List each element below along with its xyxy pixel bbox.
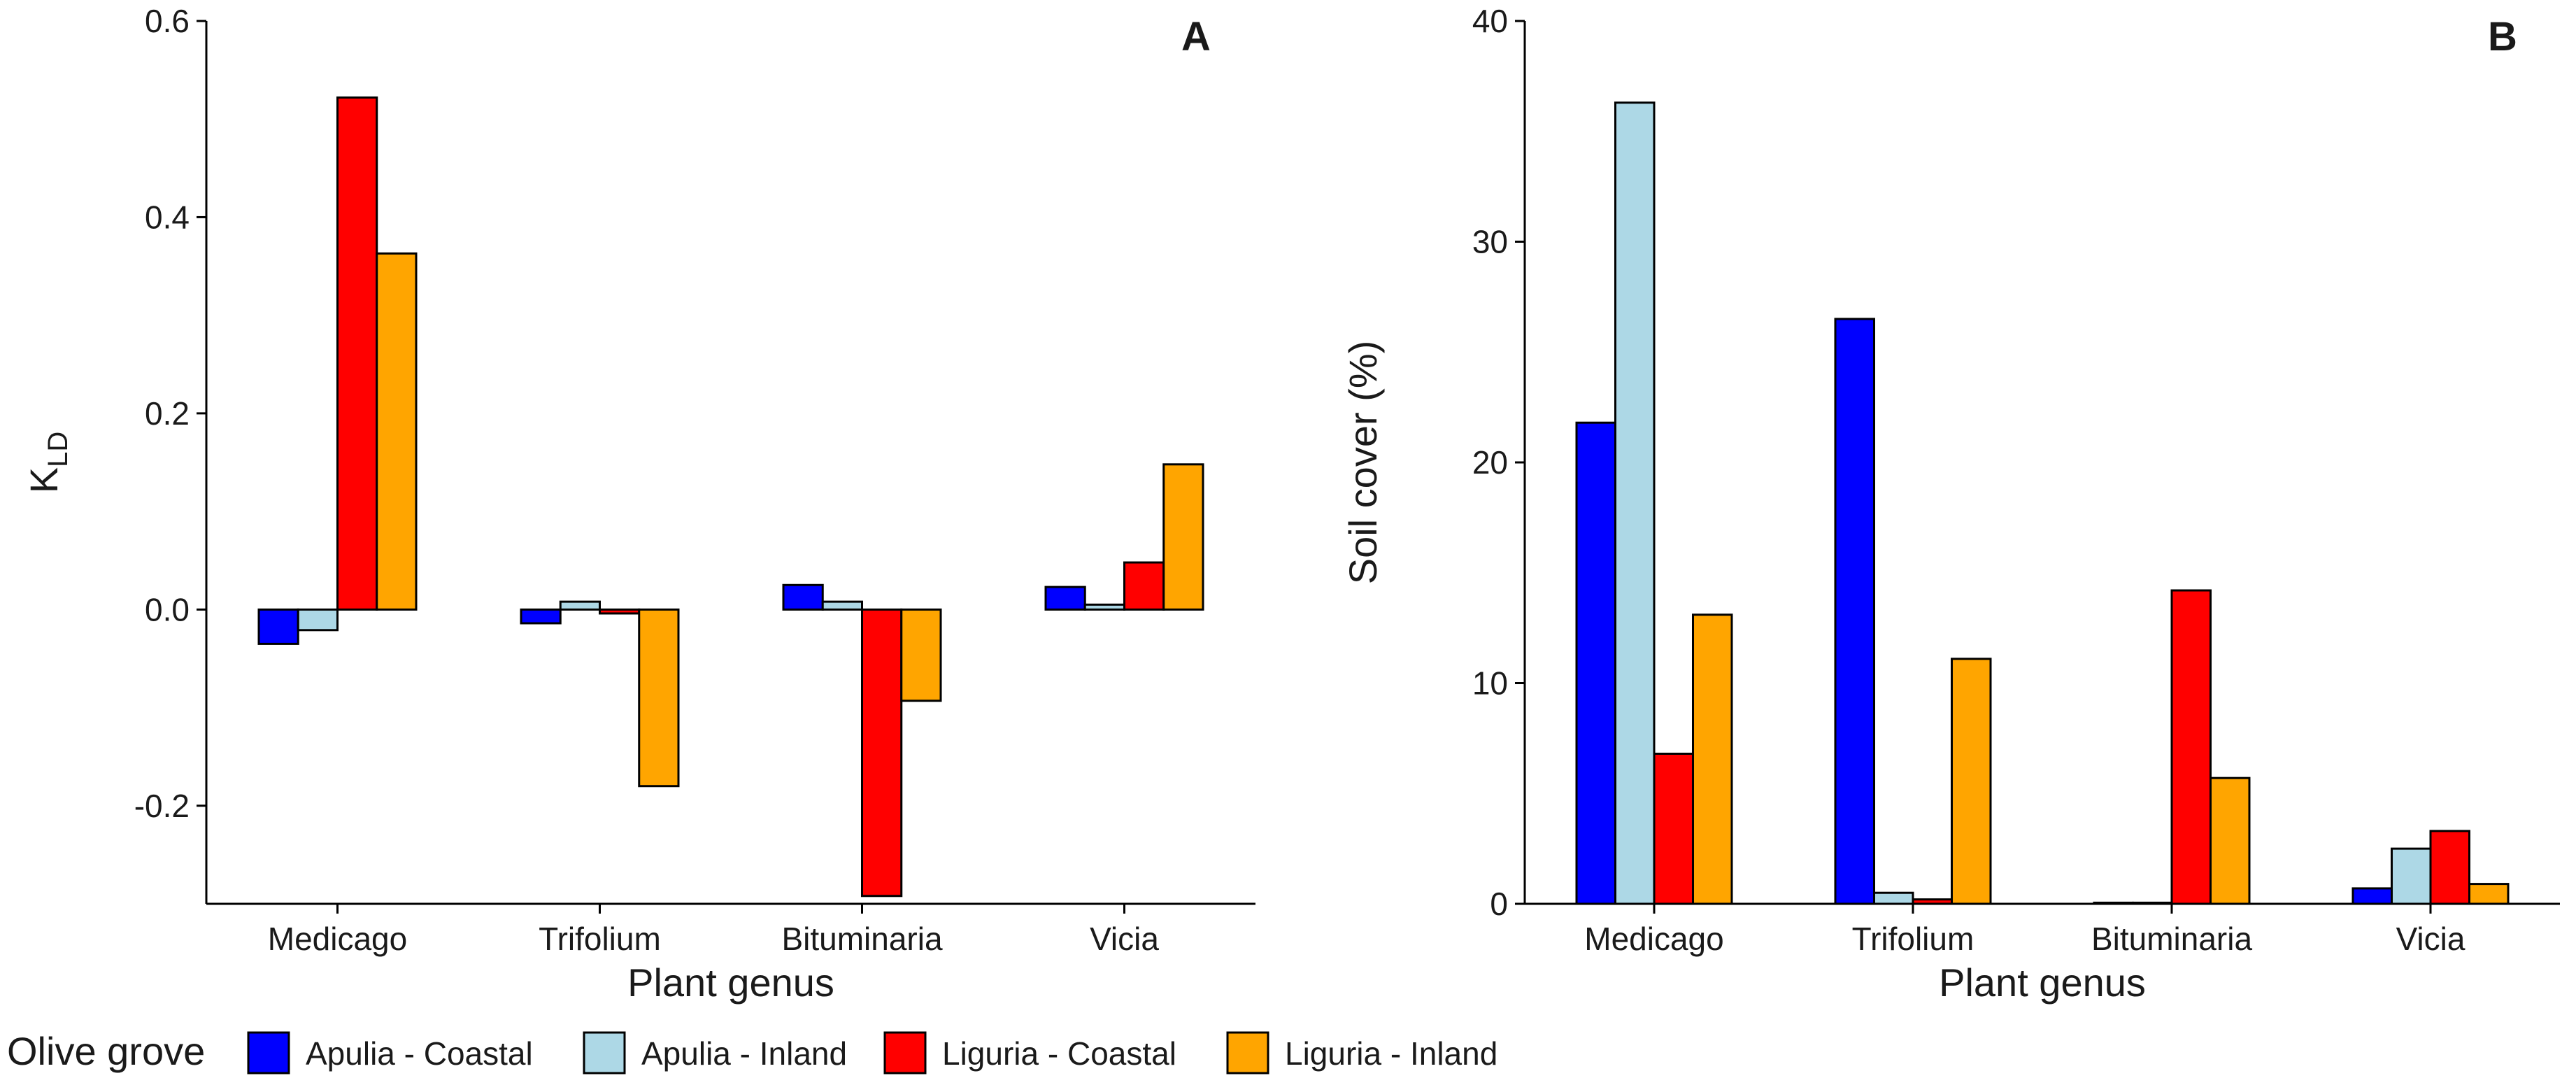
y-axis-title: KLD [22, 432, 73, 494]
bar-trifolium-apulia-coastal [520, 608, 562, 625]
bar-medicago-liguria-coastal [336, 96, 378, 611]
bar-bituminaria-liguria-coastal [861, 608, 903, 898]
bar-vicia-liguria-inland [1162, 463, 1204, 611]
bar-trifolium-apulia-coastal [1834, 318, 1875, 905]
bar-vicia-apulia-coastal [2351, 887, 2393, 905]
bar-vicia-apulia-inland [2391, 847, 2432, 905]
legend-title: Olive grove [7, 1029, 205, 1073]
y-tick-label: 0.2 [145, 395, 190, 432]
x-tick-label: Medicago [1584, 921, 1723, 957]
x-axis-title: Plant genus [1939, 960, 2146, 1005]
panel-label: A [1181, 14, 1211, 59]
y-axis-title: Soil cover (%) [1341, 341, 1385, 585]
legend: Olive grove Apulia - Coastal Apulia - Inla… [7, 1029, 1497, 1075]
legend-label-apulia-coastal: Apulia - Coastal [306, 1035, 533, 1072]
bar-trifolium-liguria-inland [638, 608, 680, 788]
bar-bituminaria-liguria-inland [2209, 776, 2251, 905]
y-axis-title-main: K [22, 467, 66, 493]
y-tick-label: 40 [1472, 3, 1508, 39]
legend-label-liguria-coastal: Liguria - Coastal [942, 1035, 1176, 1072]
bar-trifolium-apulia-inland [1873, 891, 1914, 905]
bar-medicago-apulia-inland [297, 608, 339, 632]
bar-bituminaria-apulia-coastal [782, 583, 824, 611]
legend-swatch-apulia-coastal [247, 1031, 290, 1075]
legend-label-liguria-inland: Liguria - Inland [1285, 1035, 1497, 1072]
bar-medicago-apulia-inland [1614, 101, 1656, 905]
x-tick-label: Trifolium [539, 921, 661, 957]
x-tick-label: Trifolium [1852, 921, 1974, 957]
panel-label: B [2488, 14, 2517, 59]
bar-vicia-apulia-coastal [1044, 586, 1086, 611]
y-tick-label: 0 [1490, 886, 1508, 922]
bar-trifolium-apulia-inland [559, 600, 601, 611]
x-tick-label: Bituminaria [2091, 921, 2253, 957]
x-tick-label: Vicia [2396, 921, 2465, 957]
bar-vicia-liguria-coastal [1123, 561, 1165, 611]
y-tick-label: 10 [1472, 665, 1508, 702]
y-tick-label: 0.4 [145, 199, 190, 235]
bar-trifolium-liguria-coastal [599, 608, 641, 615]
bar-trifolium-liguria-inland [1951, 658, 1992, 905]
legend-label-apulia-inland: Apulia - Inland [641, 1035, 847, 1072]
bar-medicago-apulia-coastal [1575, 421, 1616, 905]
panel-b: 0 10 20 30 40 Medicago Trifolium Bituminaria Vic… [1341, 3, 2560, 1005]
y-tick-label: 20 [1472, 444, 1508, 481]
legend-swatch-apulia-inland [583, 1031, 626, 1075]
y-axis-title-subscript: LD [43, 432, 73, 467]
bar-bituminaria-apulia-inland [821, 600, 863, 611]
bar-medicago-liguria-coastal [1653, 752, 1694, 905]
bar-vicia-liguria-inland [2468, 883, 2510, 905]
x-axis-title: Plant genus [627, 960, 834, 1005]
bar-bituminaria-liguria-inland [900, 608, 942, 702]
bar-medicago-liguria-inland [1692, 614, 1733, 905]
bar-medicago-liguria-inland [376, 252, 418, 611]
bar-vicia-apulia-inland [1083, 603, 1125, 611]
bar-bituminaria-liguria-coastal [2170, 589, 2212, 905]
panel-a: -0.2 0.0 0.2 0.4 0.6 Medicago Trifolium Bitumin… [22, 3, 1255, 1005]
y-tick-label: 0.0 [145, 591, 190, 627]
bar-vicia-liguria-coastal [2429, 830, 2470, 905]
legend-swatch-liguria-inland [1226, 1031, 1269, 1075]
bar-medicago-apulia-coastal [257, 608, 299, 645]
y-tick-label: -0.2 [134, 788, 190, 824]
x-tick-label: Medicago [268, 921, 407, 957]
y-tick-label: 0.6 [145, 3, 190, 39]
y-tick-label: 30 [1472, 224, 1508, 260]
legend-swatch-liguria-coastal [883, 1031, 927, 1075]
x-tick-label: Vicia [1090, 921, 1159, 957]
x-tick-label: Bituminaria [781, 921, 943, 957]
